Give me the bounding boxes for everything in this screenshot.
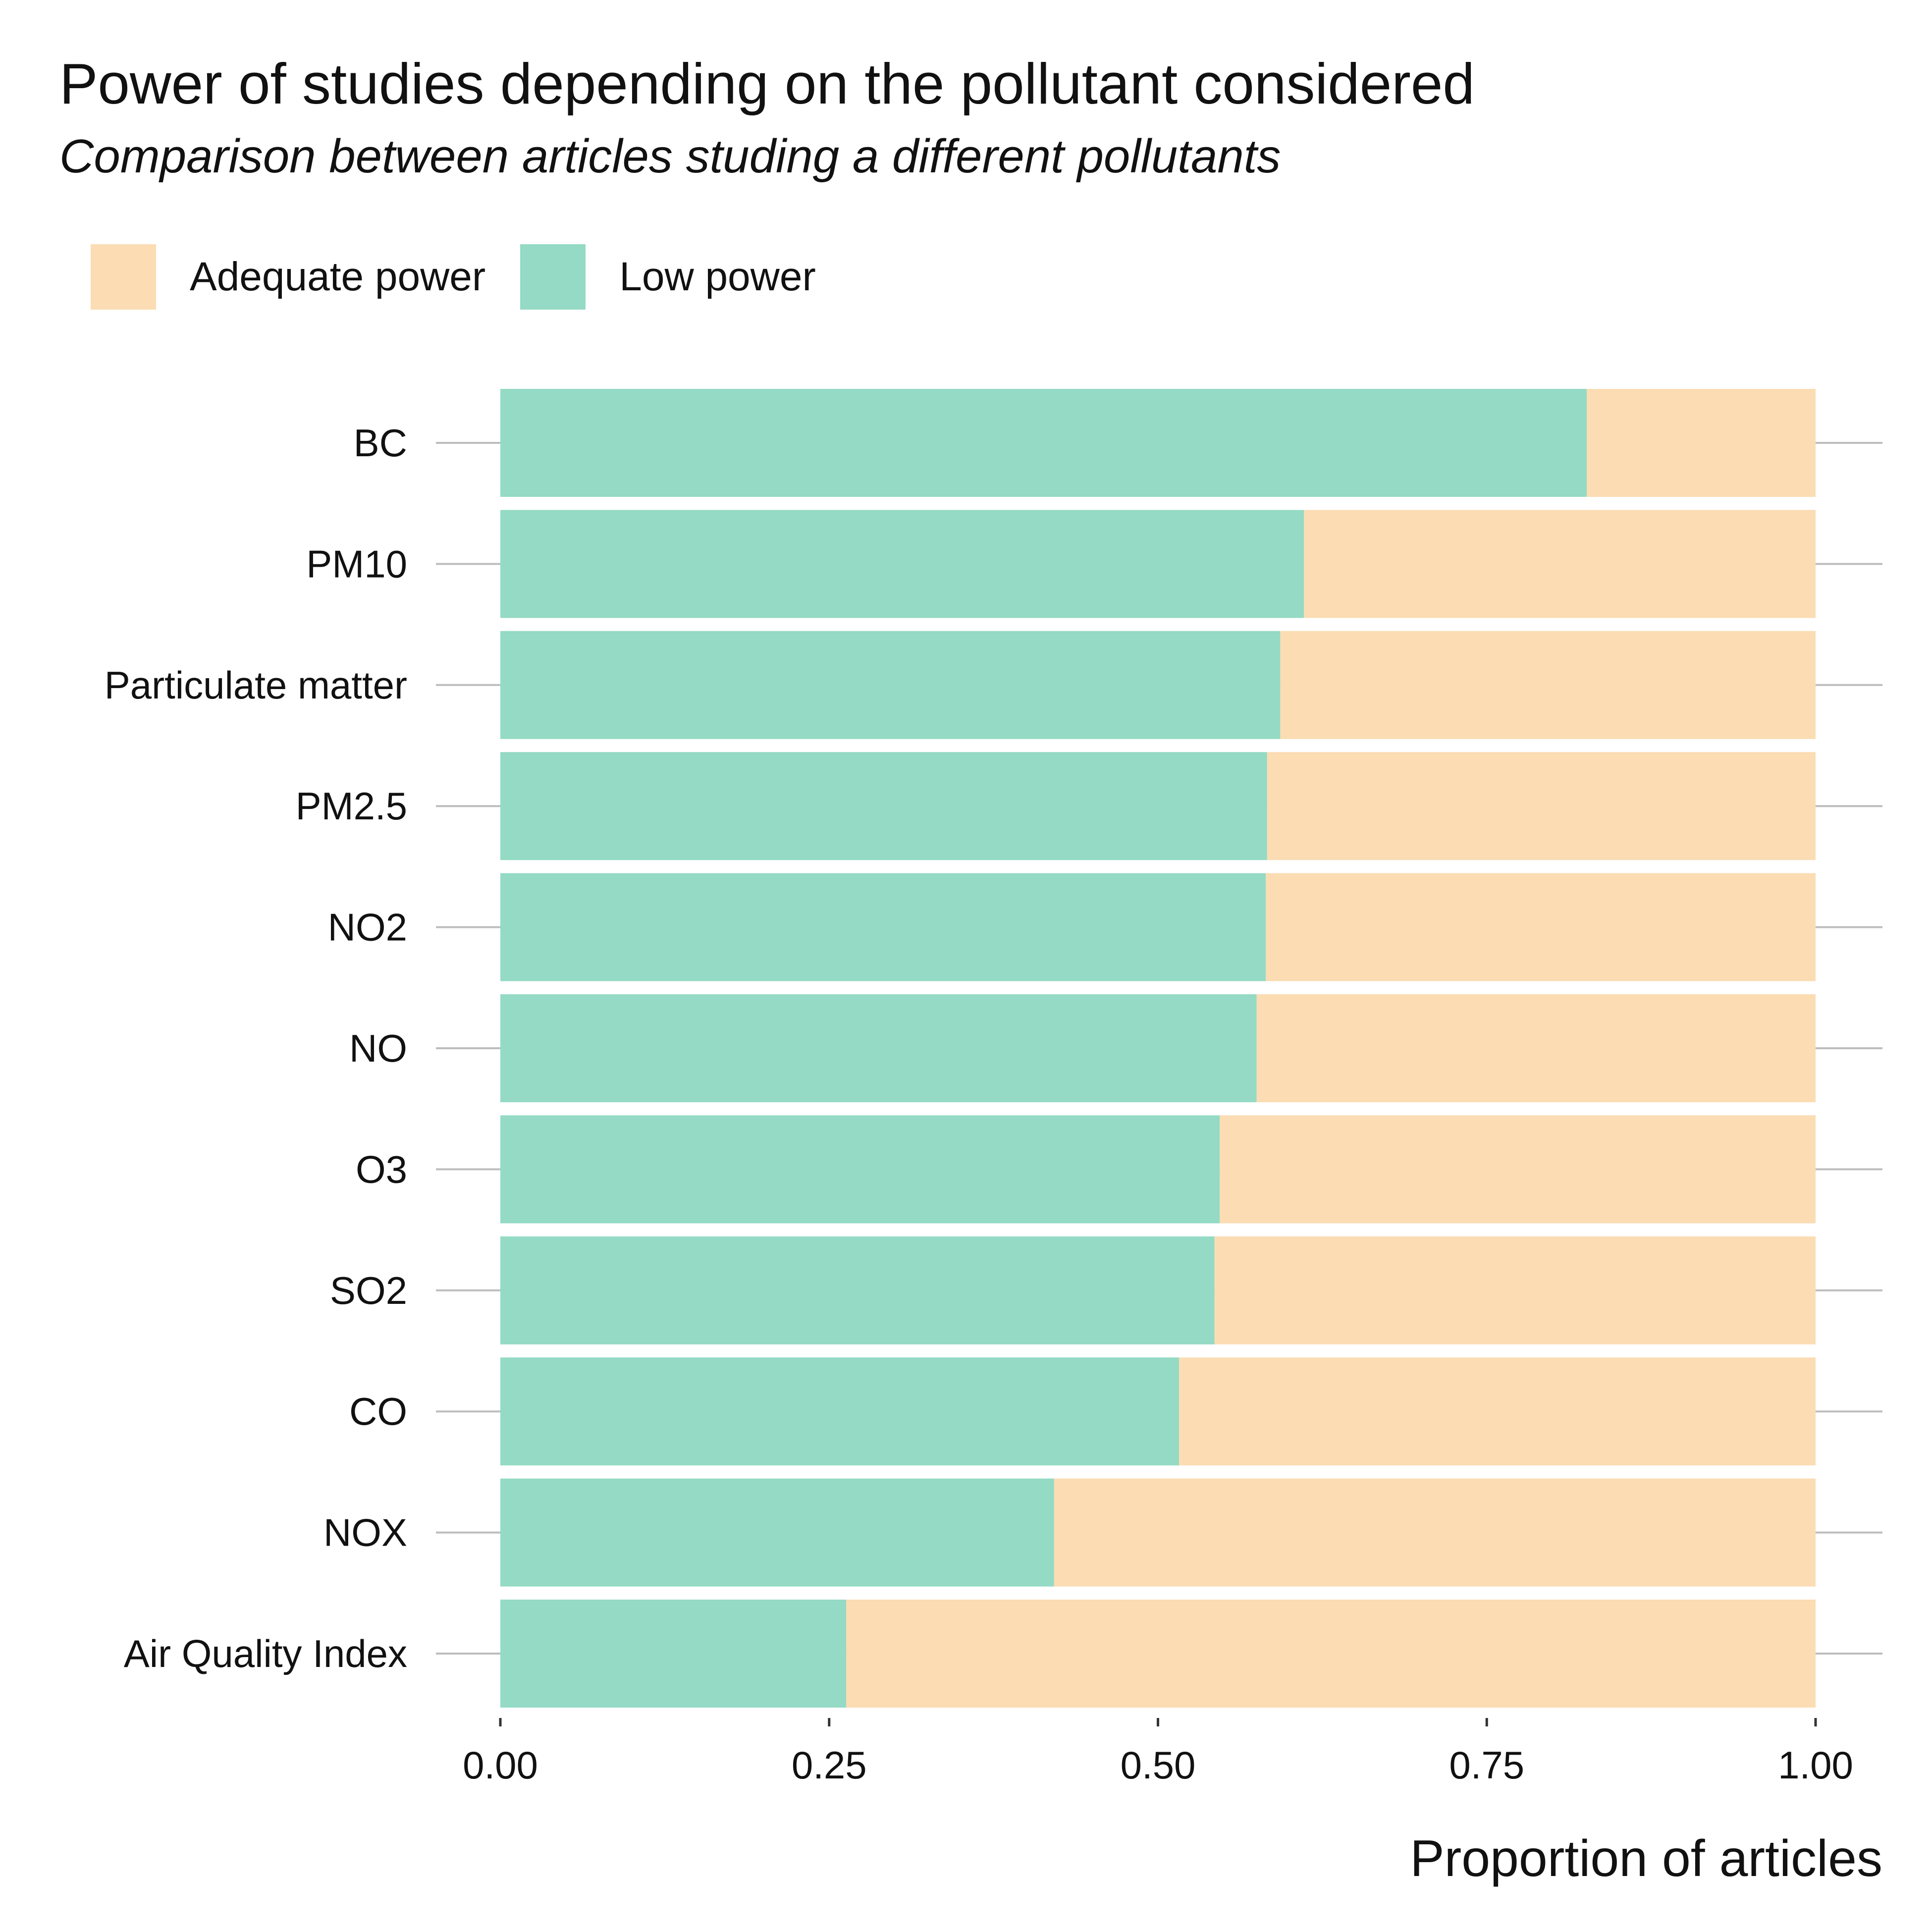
bars	[500, 389, 1816, 1708]
x-tick-label-0.25: 0.25	[792, 1743, 867, 1787]
y-tick-label-co: CO	[349, 1390, 407, 1433]
y-tick-label-no2: NO2	[328, 906, 407, 949]
bar-pm10-low-power	[500, 510, 1304, 618]
y-tick-label-so2: SO2	[330, 1269, 407, 1312]
legend-item-low: Low power	[520, 244, 816, 310]
bar-bc-low-power	[500, 389, 1587, 497]
bar-no-adequate-power	[1256, 994, 1816, 1102]
bar-no2-low-power	[500, 873, 1266, 981]
y-tick-labels: BC PM10 Particulate matter PM2.5 NO2 NO O3 SO2 C…	[105, 421, 407, 1675]
bar-pm10-adequate-power	[1304, 510, 1816, 618]
legend: Adequate power Low power	[91, 244, 851, 310]
bar-air-quality-index-adequate-power	[846, 1600, 1816, 1708]
bar-no2-adequate-power	[1266, 873, 1816, 981]
bar-nox-low-power	[500, 1478, 1054, 1587]
y-tick-label-pm10: PM10	[306, 542, 407, 586]
y-tick-label-particulate-matter: Particulate matter	[105, 663, 407, 707]
x-tick-label-0.75: 0.75	[1449, 1743, 1524, 1787]
x-tick-label-1.00: 1.00	[1778, 1743, 1853, 1787]
y-tick-label-bc: BC	[354, 421, 407, 465]
y-tick-label-pm2-5: PM2.5	[296, 784, 407, 828]
bar-so2-low-power	[500, 1236, 1215, 1344]
y-tick-label-air-quality-index: Air Quality Index	[124, 1632, 407, 1675]
legend-label-adequate: Adequate power	[190, 254, 486, 299]
x-tick-label-0.00: 0.00	[463, 1743, 538, 1787]
chart-title: Power of studies depending on the pollut…	[59, 52, 1475, 116]
legend-swatch-adequate	[91, 244, 156, 310]
bar-o3-low-power	[500, 1115, 1220, 1224]
bar-pm2-5-low-power	[500, 752, 1267, 860]
bar-particulate-matter-low-power	[500, 631, 1281, 739]
x-axis-title: Proportion of articles	[1410, 1830, 1882, 1887]
y-tick-label-no: NO	[349, 1026, 407, 1070]
bar-bc-adequate-power	[1587, 389, 1816, 497]
bar-nox-adequate-power	[1054, 1478, 1816, 1587]
legend-label-low: Low power	[619, 254, 816, 299]
x-axis: 0.00 0.25 0.50 0.75 1.00	[463, 1718, 1853, 1787]
bar-no-low-power	[500, 994, 1257, 1102]
legend-swatch-low	[520, 244, 586, 310]
legend-item-adequate: Adequate power	[91, 244, 485, 310]
bar-co-adequate-power	[1179, 1357, 1816, 1466]
bar-pm2-5-adequate-power	[1267, 752, 1816, 860]
bar-particulate-matter-adequate-power	[1280, 631, 1816, 739]
y-tick-label-nox: NOX	[323, 1511, 407, 1555]
chart-subtitle: Comparison between articles studing a di…	[59, 130, 1281, 183]
bar-o3-adequate-power	[1220, 1115, 1816, 1224]
y-tick-label-o3: O3	[356, 1147, 407, 1191]
x-tick-label-0.50: 0.50	[1121, 1743, 1196, 1787]
bar-air-quality-index-low-power	[500, 1600, 847, 1708]
bar-so2-adequate-power	[1214, 1236, 1816, 1344]
bar-co-low-power	[500, 1357, 1179, 1466]
